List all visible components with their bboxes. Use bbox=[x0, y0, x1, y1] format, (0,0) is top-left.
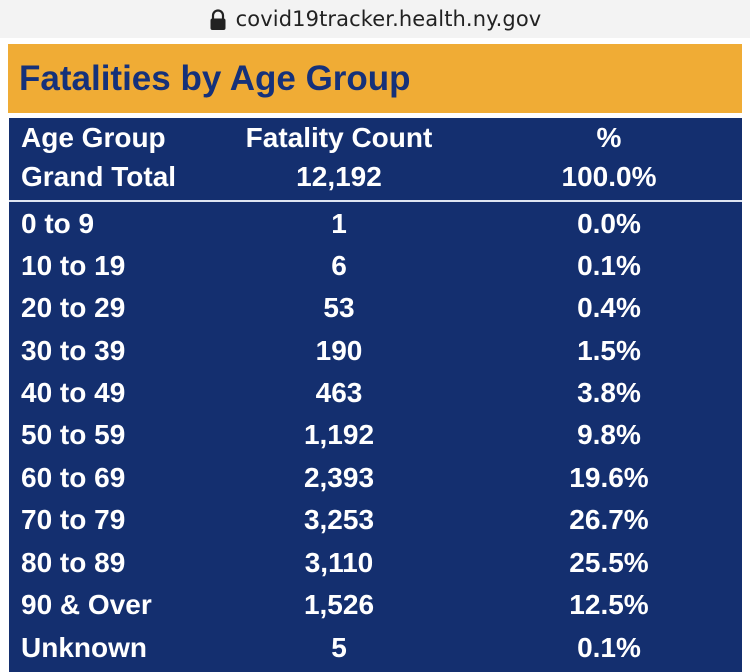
count-cell: 3,253 bbox=[303, 504, 375, 535]
grand-total-count: 12,192 bbox=[296, 161, 382, 192]
table-row: 30 to 39 190 1.5% bbox=[9, 331, 742, 371]
table-row: 90 & Over 1,526 12.5% bbox=[9, 585, 742, 625]
table-row: 60 to 69 2,393 19.6% bbox=[9, 458, 742, 498]
page-title: Fatalities by Age Group bbox=[19, 58, 411, 98]
count-cell: 190 bbox=[315, 335, 363, 366]
header-percent: % bbox=[596, 122, 622, 153]
table-row: 70 to 79 3,253 26.7% bbox=[9, 500, 742, 540]
age-group-cell: 30 to 39 bbox=[21, 335, 126, 366]
url-text: covid19tracker.health.ny.gov bbox=[235, 7, 542, 31]
report-panel: Fatalities by Age Group Age Group Fatali… bbox=[0, 38, 750, 672]
grand-total-percent: 100.0% bbox=[561, 161, 657, 192]
table-header-row: Age Group Fatality Count % bbox=[9, 118, 742, 158]
percent-cell: 0.4% bbox=[577, 292, 641, 323]
percent-cell: 0.1% bbox=[577, 250, 641, 281]
age-group-cell: 70 to 79 bbox=[21, 504, 126, 535]
grand-total-label: Grand Total bbox=[21, 161, 177, 192]
age-group-cell: Unknown bbox=[21, 632, 147, 663]
age-group-cell: 50 to 59 bbox=[21, 419, 126, 450]
count-cell: 3,110 bbox=[304, 547, 374, 578]
count-cell: 1,192 bbox=[303, 419, 375, 450]
table-row: Unknown 5 0.1% bbox=[9, 628, 742, 668]
table-row: 40 to 49 463 3.8% bbox=[9, 373, 742, 413]
age-group-cell: 60 to 69 bbox=[21, 462, 126, 493]
table-row: 0 to 9 1 0.0% bbox=[9, 204, 742, 244]
count-cell: 2,393 bbox=[303, 462, 375, 493]
address-bar[interactable]: covid19tracker.health.ny.gov bbox=[0, 0, 750, 38]
age-group-cell: 80 to 89 bbox=[21, 547, 126, 578]
percent-cell: 9.8% bbox=[577, 419, 641, 450]
percent-cell: 0.1% bbox=[577, 632, 641, 663]
percent-cell: 0.0% bbox=[577, 208, 641, 239]
header-age-group: Age Group bbox=[21, 122, 166, 153]
grand-total-row: Grand Total 12,192 100.0% bbox=[9, 157, 742, 197]
count-cell: 463 bbox=[315, 377, 363, 408]
count-cell: 1,526 bbox=[303, 589, 375, 620]
fatalities-table: Age Group Fatality Count % Grand Total 1… bbox=[9, 118, 742, 672]
percent-cell: 1.5% bbox=[577, 335, 641, 366]
table-row: 20 to 29 53 0.4% bbox=[9, 288, 742, 328]
table-row: 50 to 59 1,192 9.8% bbox=[9, 415, 742, 455]
percent-cell: 12.5% bbox=[569, 589, 649, 620]
count-cell: 6 bbox=[331, 250, 347, 281]
age-group-cell: 0 to 9 bbox=[21, 208, 95, 239]
table-row: 10 to 19 6 0.1% bbox=[9, 246, 742, 286]
percent-cell: 19.6% bbox=[569, 462, 649, 493]
title-bar: Fatalities by Age Group bbox=[8, 44, 742, 113]
percent-cell: 3.8% bbox=[577, 377, 641, 408]
divider bbox=[9, 200, 742, 202]
header-fatality-count: Fatality Count bbox=[245, 122, 433, 153]
count-cell: 1 bbox=[331, 208, 347, 239]
age-group-cell: 90 & Over bbox=[21, 589, 152, 620]
age-group-cell: 20 to 29 bbox=[21, 292, 126, 323]
lock-icon bbox=[210, 9, 226, 30]
count-cell: 5 bbox=[331, 632, 347, 663]
percent-cell: 25.5% bbox=[569, 547, 649, 578]
table-row: 80 to 89 3,110 25.5% bbox=[9, 543, 742, 583]
age-group-cell: 10 to 19 bbox=[21, 250, 126, 281]
age-group-cell: 40 to 49 bbox=[21, 377, 126, 408]
percent-cell: 26.7% bbox=[569, 504, 649, 535]
count-cell: 53 bbox=[323, 292, 355, 323]
